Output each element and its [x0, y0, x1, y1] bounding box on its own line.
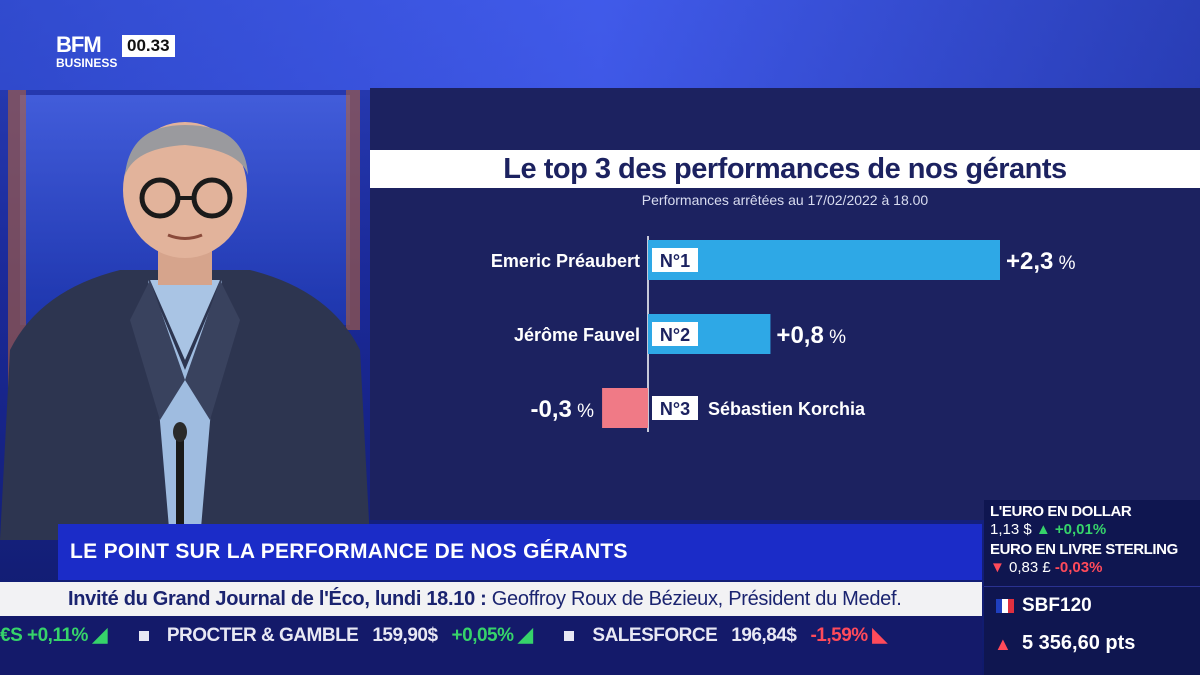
- name-label-1: Emeric Préaubert: [491, 251, 640, 271]
- bfm-business-logo: BFM BUSINESS: [56, 34, 120, 74]
- lower-third-title: LE POINT SUR LA PERFORMANCE DE NOS GÉRAN…: [70, 540, 628, 563]
- index-row: SBF120: [984, 586, 1200, 626]
- french-flag-icon: [996, 599, 1014, 613]
- info-text-bold: Invité du Grand Journal de l'Éco, lundi …: [68, 588, 487, 610]
- info-text: Invité du Grand Journal de l'Éco, lundi …: [68, 582, 902, 616]
- ticker-separator: [138, 630, 149, 641]
- ticker-separator: [564, 630, 575, 641]
- ticker-stock-name: PROCTER & GAMBLE: [166, 625, 359, 646]
- value-label-3: -0,3 %: [531, 396, 595, 423]
- index-name: SBF120: [1022, 595, 1092, 616]
- info-strip: Invité du Grand Journal de l'Éco, lundi …: [0, 582, 982, 616]
- ticker-price: 196,84$: [731, 625, 797, 646]
- eur-gbp-value: 0,83 £: [1009, 559, 1051, 576]
- eur-gbp-row: ▼ 0,83 £ -0,03%: [990, 559, 1102, 576]
- eur-gbp-change: -0,03%: [1054, 559, 1103, 576]
- ticker-price: 159,90$: [372, 625, 438, 646]
- rank-label-2: N°2: [660, 325, 690, 345]
- eur-usd-label: L'EURO EN DOLLAR: [990, 503, 1132, 520]
- eur-usd-change: ▲ +0,01%: [1035, 521, 1107, 538]
- name-label-3: Sébastien Korchia: [708, 399, 866, 419]
- ticker-change: €S +0,11% ◢: [0, 625, 107, 646]
- ticker-change: -1,59% ◣: [810, 625, 887, 646]
- rank-badge-2: [652, 322, 698, 346]
- value-label-2: +0,8 %: [776, 322, 846, 349]
- studio-light: [0, 0, 1200, 90]
- chart-panel: Le top 3 des performances de nos gérants…: [370, 88, 1200, 520]
- stock-ticker: €S +0,11% ◢ PROCTER & GAMBLE 159,90$ +0,05%…: [0, 616, 982, 675]
- bar-1: [648, 240, 1000, 280]
- chart-subtitle: Performances arrêtées au 17/02/2022 à 18…: [641, 192, 929, 208]
- eur-gbp-label: EURO EN LIVRE STERLING: [990, 541, 1178, 558]
- rank-badge-1: [652, 248, 698, 272]
- eur-usd-value: 1,13 $: [990, 521, 1032, 538]
- logo-bfm-text: BFM: [56, 32, 102, 57]
- studio-pillar: [346, 90, 360, 330]
- studio-pillar: [8, 90, 26, 410]
- market-box: L'EURO EN DOLLAR 1,13 $ ▲ +0,01% EURO EN…: [984, 500, 1200, 675]
- chart-title: Le top 3 des performances de nos gérants: [503, 153, 1067, 185]
- rank-label-3: N°3: [660, 399, 690, 419]
- logo-business-text: BUSINESS: [56, 56, 118, 70]
- rank-badge-3: [652, 396, 698, 420]
- down-arrow-icon: ▲: [994, 634, 1012, 654]
- title-band: [370, 150, 1200, 188]
- presenter: [0, 122, 370, 540]
- down-arrow-icon: ▼: [990, 559, 1005, 576]
- ticker-content: €S +0,11% ◢ PROCTER & GAMBLE 159,90$ +0,05%…: [0, 624, 901, 647]
- lower-third: LE POINT SUR LA PERFORMANCE DE NOS GÉRAN…: [58, 524, 982, 580]
- eur-usd-change-text: +0,01%: [1054, 521, 1107, 538]
- index-value: 5 356,60 pts: [1022, 632, 1136, 654]
- eur-usd-row: 1,13 $ ▲ +0,01%: [990, 521, 1106, 538]
- info-text-rest: Geoffroy Roux de Bézieux, Président du M…: [486, 588, 902, 610]
- index-value-row: ▲ 5 356,60 pts: [984, 626, 1200, 666]
- bar-chart: N°1 +2,3 % Emeric Préaubert N°2 +0,8 % Jérôme…: [491, 236, 1076, 432]
- ticker-change: +0,05% ◢: [451, 625, 533, 646]
- bar-3: [602, 388, 648, 428]
- name-label-2: Jérôme Fauvel: [514, 325, 640, 345]
- value-label-1: +2,3 %: [1006, 248, 1076, 275]
- clock: 00.33: [122, 35, 175, 57]
- ticker-stock-name: SALESFORCE: [592, 625, 718, 646]
- rank-label-1: N°1: [660, 251, 690, 271]
